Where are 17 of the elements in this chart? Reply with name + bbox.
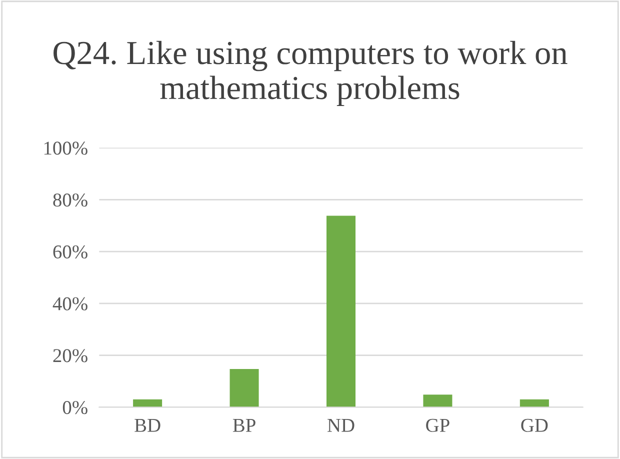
y-tick-label: 20% [53,349,88,362]
x-tick-label: GP [426,418,450,432]
y-tick-label: 100% [44,142,88,155]
x-tick-label: BP [232,419,256,432]
bar [326,216,356,408]
y-tick-label: 40% [52,297,88,310]
bar [520,399,549,408]
y-tick-label: 80% [53,193,88,207]
chart-title: Q24. Like using computers to work on mathematics problems [54,40,568,106]
y-tick-label: 0% [62,400,88,414]
bar [230,369,259,408]
bar [133,399,162,408]
bar [423,394,452,408]
x-tick-label: GD [521,418,548,432]
y-tick-label: 60% [53,245,88,259]
x-tick-label: ND [328,419,354,432]
x-tick-label: BD [134,419,160,432]
